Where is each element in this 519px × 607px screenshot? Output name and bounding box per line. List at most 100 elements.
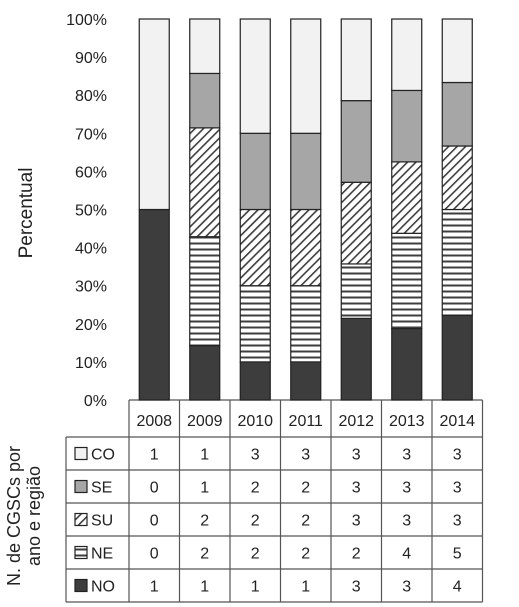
y-tick-label: 0% xyxy=(84,393,107,410)
bar-segment-su xyxy=(239,208,271,287)
legend-swatch-co xyxy=(74,446,88,461)
y-tick-label: 30% xyxy=(75,279,107,296)
bar-segment-co xyxy=(189,18,221,75)
y-tick-label: 100% xyxy=(66,12,107,29)
y-axis-title: Percentual xyxy=(16,168,37,259)
bar-segment-su xyxy=(340,181,372,265)
table-cell-value: 3 xyxy=(453,480,462,497)
table-cell-value: 1 xyxy=(150,579,159,596)
bar-segment-co xyxy=(441,18,473,84)
legend-swatch-no xyxy=(74,578,88,593)
legend-label-ne: NE xyxy=(91,546,113,563)
table-cell-value: 2 xyxy=(301,546,310,563)
bar-segment-ne xyxy=(189,236,221,347)
bar-segment-no xyxy=(138,208,170,401)
y-tick-label: 80% xyxy=(75,88,107,105)
bar-segment-no xyxy=(189,344,221,401)
bar-segment-se xyxy=(441,81,473,147)
table-cell-value: 3 xyxy=(301,447,310,464)
legend-swatch-ne xyxy=(74,545,88,560)
table-cell-value: 3 xyxy=(402,447,411,464)
bar-segment-su xyxy=(441,145,473,211)
bar-segment-se xyxy=(189,72,221,129)
category-label: 2013 xyxy=(389,413,425,430)
bar-segment-ne xyxy=(391,232,423,330)
bar-segment-su xyxy=(391,161,423,234)
legend-swatch-se xyxy=(74,479,88,494)
bar-segment-co xyxy=(391,18,423,92)
table-cell-value: 3 xyxy=(453,513,462,530)
table-cell-value: 3 xyxy=(352,513,361,530)
bar-segment-no xyxy=(340,317,372,401)
legend-swatch-su xyxy=(74,512,88,527)
bar-segment-se xyxy=(391,89,423,163)
legend-label-su: SU xyxy=(91,513,113,530)
bar-segment-co xyxy=(340,18,372,102)
bar-segment-ne xyxy=(239,285,271,363)
table-cell-value: 3 xyxy=(402,480,411,497)
y-tick-label: 90% xyxy=(75,50,107,67)
bar-segment-ne xyxy=(340,263,372,319)
table-cell-value: 4 xyxy=(453,579,462,596)
table-cell-value: 0 xyxy=(150,546,159,563)
legend-label-no: NO xyxy=(91,579,115,596)
category-label: 2008 xyxy=(136,413,172,430)
bar-segment-ne xyxy=(290,285,322,363)
bar-segment-co xyxy=(239,18,271,134)
y-tick-label: 20% xyxy=(75,317,107,334)
table-cell-value: 1 xyxy=(200,480,209,497)
bar-segment-co xyxy=(290,18,322,134)
y-tick-label: 40% xyxy=(75,241,107,258)
table-cell-value: 0 xyxy=(150,513,159,530)
bar-segment-co xyxy=(138,18,170,211)
bars xyxy=(138,18,473,401)
bar-segment-su xyxy=(189,127,221,238)
category-label: 2014 xyxy=(439,413,475,430)
table-title-line-2: ano e região xyxy=(24,466,44,566)
table-grid xyxy=(65,399,484,603)
legend-label-co: CO xyxy=(91,447,115,464)
table-cell-value: 1 xyxy=(301,579,310,596)
table-cell-value: 2 xyxy=(301,480,310,497)
table-cell-value: 3 xyxy=(402,513,411,530)
category-label: 2012 xyxy=(338,413,374,430)
legend-label-se: SE xyxy=(91,480,112,497)
table-cell-value: 3 xyxy=(352,579,361,596)
table-cell-value: 0 xyxy=(150,480,159,497)
table-cell-value: 5 xyxy=(453,546,462,563)
y-axis-ticks: 0% 10% 20% 30% 40% 50% 60% 70% 80% 90% 100% xyxy=(66,12,107,410)
category-label: 2009 xyxy=(187,413,223,430)
table-cell-value: 1 xyxy=(251,579,260,596)
table-cell-value: 2 xyxy=(251,513,260,530)
bar-segment-no xyxy=(391,327,423,401)
table-cell-value: 1 xyxy=(150,447,159,464)
table-cell-value: 2 xyxy=(352,546,361,563)
table-cell-value: 2 xyxy=(200,546,209,563)
table-cell-value: 2 xyxy=(200,513,209,530)
bar-segment-no xyxy=(239,361,271,401)
bar-segment-se xyxy=(340,100,372,183)
table-cell-value: 4 xyxy=(402,546,411,563)
bar-segment-ne xyxy=(441,208,473,316)
table-title-line-1: N. de CGSCs por xyxy=(4,446,24,586)
y-tick-label: 50% xyxy=(75,203,107,220)
bar-segment-no xyxy=(441,314,473,401)
bar-segment-se xyxy=(290,132,322,211)
bar-segment-su xyxy=(290,208,322,287)
table-cell-value: 2 xyxy=(301,513,310,530)
bar-segment-no xyxy=(290,361,322,401)
y-tick-label: 60% xyxy=(75,164,107,181)
table-cell-value: 3 xyxy=(352,447,361,464)
y-tick-label: 10% xyxy=(75,355,107,372)
table-cell-value: 1 xyxy=(200,579,209,596)
table-cell-value: 3 xyxy=(402,579,411,596)
y-tick-label: 70% xyxy=(75,126,107,143)
table-cell-value: 1 xyxy=(200,447,209,464)
table-cell-value: 3 xyxy=(251,447,260,464)
table-cell-value: 3 xyxy=(352,480,361,497)
bar-segment-se xyxy=(239,132,271,211)
data-table: 2008 2009 2 0 1 0 2011 2012 2013 2014 CO 1 1 3 3 3 3 3 SE 0… xyxy=(74,413,475,596)
category-label: 2011 xyxy=(289,413,324,430)
table-cell-value: 2 xyxy=(251,480,260,497)
